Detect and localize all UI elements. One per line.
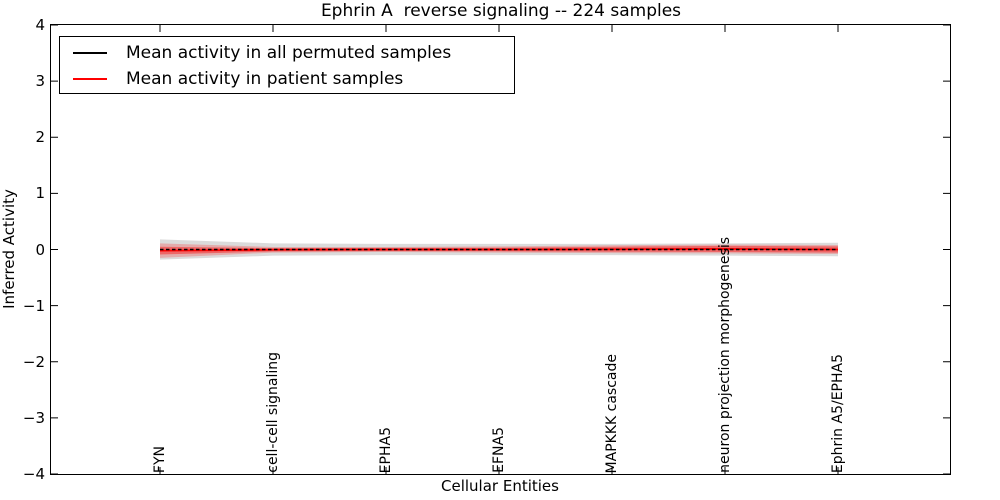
legend-rows: Mean activity in all permuted samples Mea… [60,40,514,92]
y-tick-label: −1 [22,296,45,315]
y-tick-label: −3 [22,408,45,427]
legend-item-label: Mean activity in all permuted samples [126,43,452,63]
y-tick-label: −4 [22,465,45,483]
y-tick-label: 4 [35,16,45,34]
legend-item: Mean activity in patient samples [60,66,514,92]
y-tick-label: 0 [35,240,45,259]
x-tick-label: Ephrin A5/EPHA5 [830,353,846,473]
x-tick-label: cell-cell signaling [265,352,281,473]
x-tick-label: EFNA5 [491,427,507,473]
x-axis-label: Cellular Entities [441,477,559,495]
legend-item: Mean activity in all permuted samples [60,40,514,66]
y-tick-label: 1 [35,184,45,203]
x-tick-label: FYN [152,445,168,473]
y-tick-label: 3 [35,72,45,91]
legend-line-sample [73,78,107,80]
x-tick-label: MAPKKK cascade [604,353,620,473]
y-tick-label: −2 [22,352,45,371]
plot-area: FYN cell-cell signaling EPHA5 EFNA5 MAPKKK c… [50,24,951,475]
legend-item-label: Mean activity in patient samples [126,69,404,89]
x-tick-label: EPHA5 [378,426,394,473]
patient-band-outer [160,243,838,258]
plot-canvas [51,25,950,474]
y-tick-label: 2 [35,128,45,147]
legend-line-sample [73,52,107,54]
x-tick-label: neuron projection morphogenesis [717,237,733,473]
chart-title: Ephrin A reverse signaling -- 224 sample… [320,1,682,21]
legend: Mean activity in all permuted samples Mea… [59,36,515,94]
